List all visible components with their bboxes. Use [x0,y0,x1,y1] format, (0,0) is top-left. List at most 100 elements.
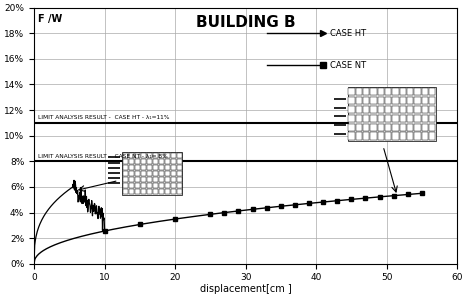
Bar [164,189,170,194]
Bar [177,189,182,194]
Bar [414,114,421,122]
Bar [422,105,428,113]
Bar [122,183,128,188]
Bar [164,177,170,182]
Bar [170,183,176,188]
Bar [385,123,391,131]
Bar [414,88,421,95]
Bar [134,159,140,164]
Text: CASE HT: CASE HT [330,29,366,38]
Bar [370,133,377,140]
Bar [378,97,384,104]
Bar [177,153,182,158]
Bar [164,171,170,176]
Bar [141,153,146,158]
Bar [153,189,158,194]
Bar [429,133,435,140]
Bar [147,171,152,176]
Bar [400,105,406,113]
Bar [356,133,362,140]
Bar [429,97,435,104]
Bar [177,165,182,170]
Bar [385,114,391,122]
Bar [147,153,152,158]
Bar [429,88,435,95]
Bar [177,183,182,188]
Bar [407,97,413,104]
Bar [385,105,391,113]
Bar [370,114,377,122]
Bar [177,171,182,176]
Bar [400,133,406,140]
Bar [128,177,134,182]
Bar [164,159,170,164]
Bar [158,183,164,188]
Bar [170,165,176,170]
Bar [356,97,362,104]
Bar [158,189,164,194]
Bar [407,133,413,140]
Bar [348,114,354,122]
Bar [385,88,391,95]
Bar [147,159,152,164]
Bar [128,189,134,194]
Bar [348,105,354,113]
Bar [378,105,384,113]
Bar [363,133,369,140]
Bar [392,88,399,95]
Text: LIMIT ANALYSIS RESULT -  CASE HT - λ₁=11%: LIMIT ANALYSIS RESULT - CASE HT - λ₁=11% [37,115,169,120]
Bar [392,114,399,122]
Bar [370,105,377,113]
Bar [348,88,354,95]
Bar [392,105,399,113]
Bar [128,183,134,188]
Bar [158,171,164,176]
Bar [122,159,128,164]
Bar [128,159,134,164]
Bar [356,114,362,122]
Bar [141,171,146,176]
Bar [147,183,152,188]
Bar [128,171,134,176]
Bar [356,88,362,95]
Bar [400,114,406,122]
Bar [348,133,354,140]
Bar [170,177,176,182]
Bar [363,114,369,122]
Bar [429,114,435,122]
Bar [407,105,413,113]
Bar [170,171,176,176]
Bar [400,88,406,95]
Bar [164,183,170,188]
Bar [177,159,182,164]
Bar [392,133,399,140]
Bar [348,97,354,104]
Bar [122,165,128,170]
Bar [363,123,369,131]
Bar [122,177,128,182]
Bar [128,153,134,158]
Bar [141,183,146,188]
Bar [414,123,421,131]
Bar [414,133,421,140]
Bar [153,183,158,188]
Bar [170,153,176,158]
Bar [170,159,176,164]
Text: LIMIT ANALYSIS RESULT -  CASE NT - λ₁= 8%: LIMIT ANALYSIS RESULT - CASE NT - λ₁= 8% [37,154,167,159]
Bar [153,171,158,176]
Text: BUILDING B: BUILDING B [196,15,295,30]
Bar [147,165,152,170]
Bar [134,183,140,188]
Bar [153,153,158,158]
Bar [153,165,158,170]
Bar [400,97,406,104]
Bar [147,177,152,182]
Text: F /W: F /W [37,14,62,24]
Bar [370,88,377,95]
Bar [141,177,146,182]
Bar [170,189,176,194]
Bar [407,114,413,122]
Bar [407,123,413,131]
Bar [128,165,134,170]
Bar [429,123,435,131]
